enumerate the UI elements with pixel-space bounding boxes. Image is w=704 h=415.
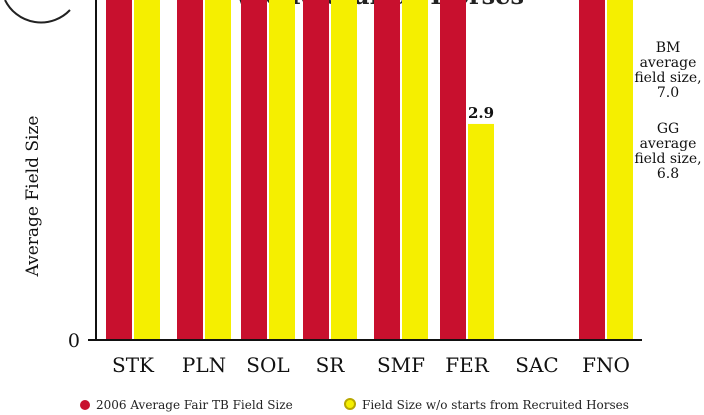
reference-line-label: field size, bbox=[634, 151, 701, 167]
category-label: SMF bbox=[377, 353, 425, 377]
axes bbox=[95, 0, 642, 341]
category-label: SOL bbox=[246, 353, 289, 377]
reference-line-label: 7.0 bbox=[657, 85, 679, 101]
legend-label-yellow: Field Size w/o starts from Recruited Hor… bbox=[362, 398, 629, 412]
bar-2006-average bbox=[241, 0, 267, 340]
category-label: STK bbox=[112, 353, 155, 377]
bar-chart: w/o Recruited Horses Average Field Size … bbox=[4, 0, 702, 377]
reference-line-label: field size, bbox=[634, 70, 701, 86]
bar-2006-average bbox=[303, 0, 329, 341]
category-labels: STK PLN SOL SR SMF FER SAC FNO bbox=[112, 353, 630, 377]
bar-without-recruited bbox=[205, 0, 231, 340]
category-label: SAC bbox=[515, 353, 558, 377]
bar-without-recruited bbox=[134, 0, 160, 340]
legend: 2006 Average Fair TB Field Size Field Si… bbox=[0, 396, 704, 415]
bar-without-recruited bbox=[468, 123, 494, 340]
bar-2006-average bbox=[440, 0, 466, 340]
bar-2006-average bbox=[106, 0, 132, 340]
legend-swatch-yellow bbox=[344, 398, 356, 410]
legend-label-red: 2006 Average Fair TB Field Size bbox=[96, 398, 293, 412]
legend-item-red: 2006 Average Fair TB Field Size bbox=[80, 398, 293, 412]
category-label: FNO bbox=[582, 353, 630, 377]
bar-without-recruited bbox=[269, 0, 295, 340]
reference-line-label: GG bbox=[657, 121, 679, 137]
y-axis-label: Average Field Size bbox=[23, 116, 43, 278]
bar-2006-average bbox=[177, 0, 203, 341]
bar-without-recruited bbox=[331, 0, 357, 340]
bar-2006-average bbox=[579, 0, 605, 340]
bars: 6.96.27.27.07.36.77.67.06.96.56.42.98.37… bbox=[106, 0, 633, 341]
y-tick-label: 0 bbox=[68, 330, 80, 352]
category-label: PLN bbox=[182, 353, 226, 377]
reference-line-label: 6.8 bbox=[657, 166, 679, 182]
y-axis-ticks: 05678 bbox=[68, 330, 96, 352]
bar-without-recruited bbox=[607, 0, 633, 340]
reference-line-label: average bbox=[640, 55, 697, 71]
data-label-without-recruited: 2.9 bbox=[468, 104, 494, 122]
reference-line-label: average bbox=[640, 136, 697, 152]
category-label: SR bbox=[316, 353, 346, 377]
reference-line-label: BM bbox=[656, 40, 681, 56]
legend-item-yellow: Field Size w/o starts from Recruited Hor… bbox=[344, 398, 629, 412]
bar-without-recruited bbox=[402, 0, 428, 340]
category-label: FER bbox=[445, 353, 489, 377]
decorative-circle bbox=[4, 0, 71, 24]
legend-swatch-red bbox=[80, 400, 90, 410]
bar-2006-average bbox=[374, 0, 400, 340]
